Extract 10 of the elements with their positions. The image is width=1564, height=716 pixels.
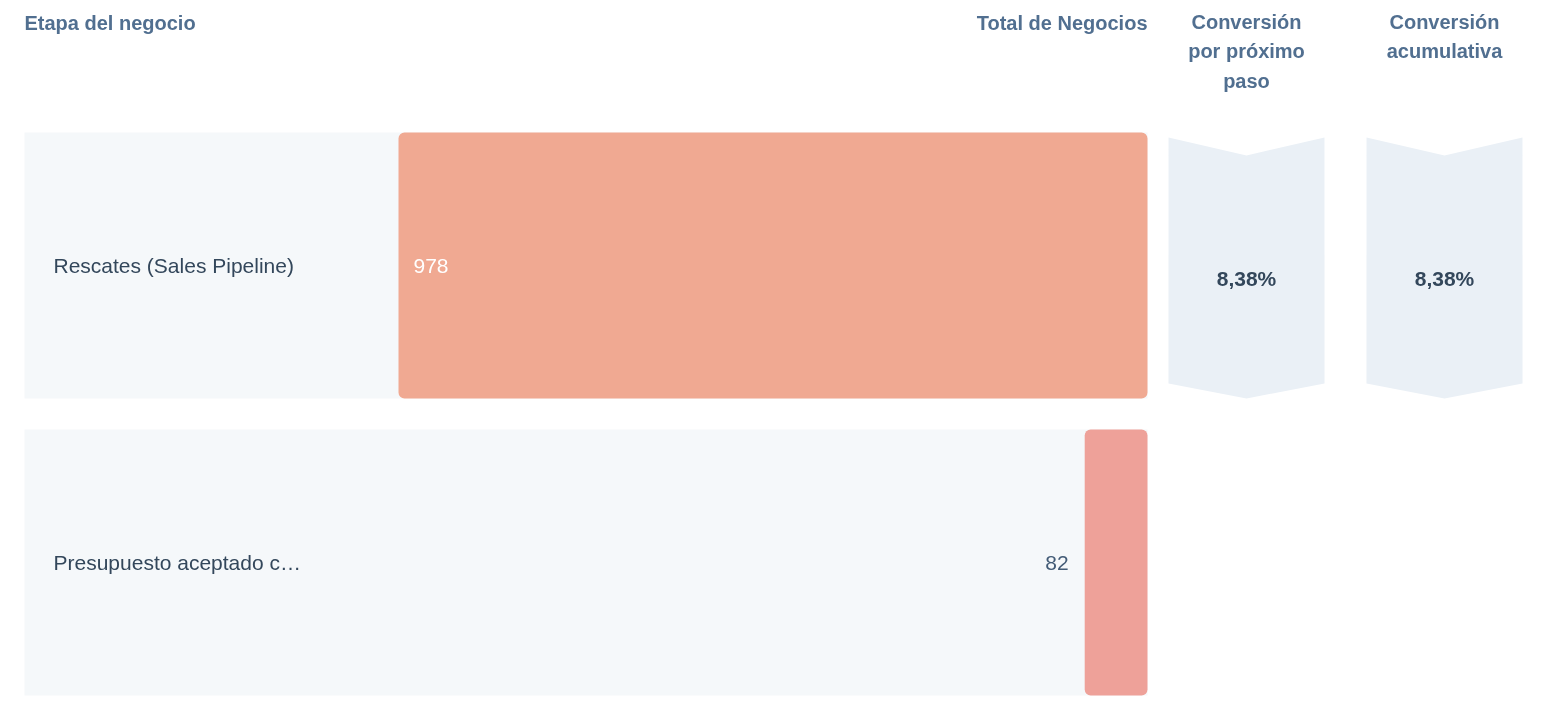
text: Conversión por próximo paso [1188,10,1305,92]
text: Conversión acumulativa [1386,10,1504,63]
x-axis-title: Total de Negocios [976,11,1148,34]
text: 8,38% [1414,267,1475,290]
y-tick-label: Presupuesto aceptado c… [53,551,301,574]
y-tick-label: Rescates (Sales Pipeline) [53,254,294,277]
y-axis-title: Etapa del negocio [24,11,196,34]
text: 8,38% [1216,267,1277,290]
data-label: 82 [1045,550,1069,574]
data-label: 978 [413,253,449,277]
